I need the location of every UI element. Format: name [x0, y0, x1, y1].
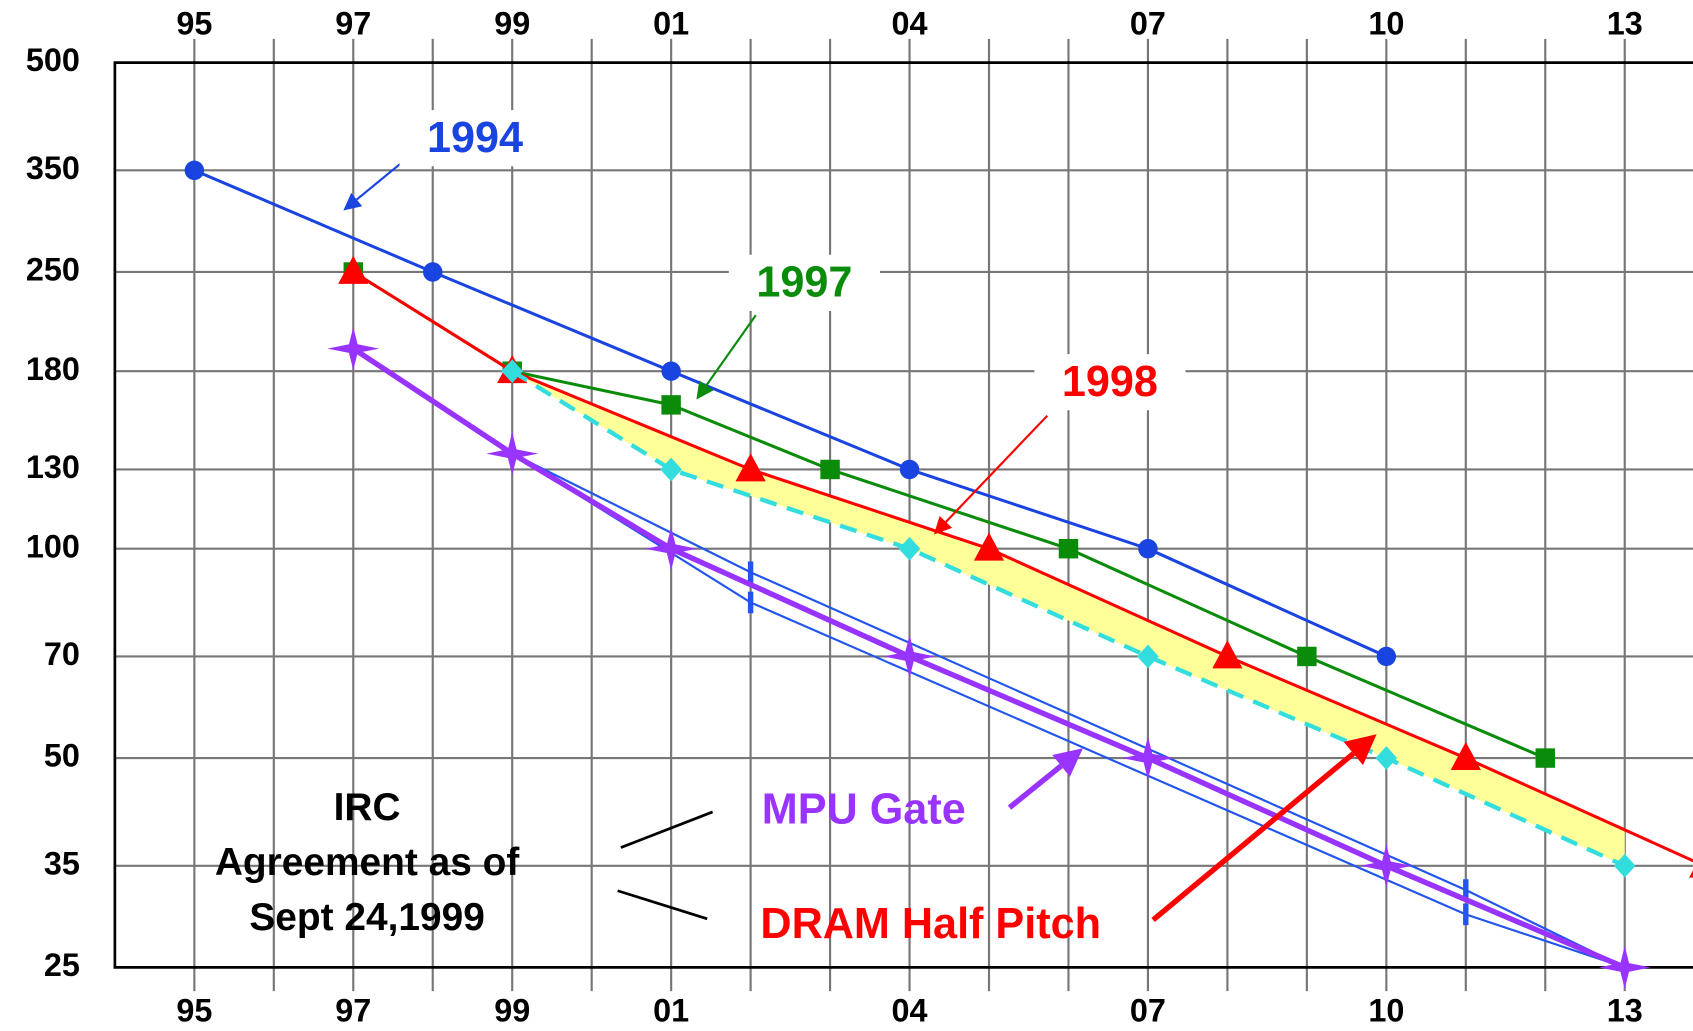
series-line: [352, 270, 1546, 760]
x-tick-label-top: 04: [892, 5, 928, 41]
marker: [747, 591, 754, 614]
series-label: 1997: [756, 258, 852, 306]
marker: [338, 255, 369, 284]
x-tick-label-bottom: 13: [1607, 992, 1643, 1028]
marker: [1689, 870, 1693, 878]
annotation: IRC: [334, 786, 401, 829]
marker: [1450, 741, 1481, 770]
marker: [899, 459, 920, 480]
marker: [1376, 646, 1397, 667]
annotation: Agreement as of: [215, 841, 521, 884]
marker: [486, 432, 539, 476]
band: [512, 371, 1625, 866]
marker: [1137, 644, 1159, 669]
y-tick-label: 100: [26, 528, 80, 564]
y-tick-label: 70: [44, 636, 80, 672]
arrow-shaft: [705, 314, 757, 386]
label-background: [728, 254, 880, 311]
marker: [1535, 748, 1555, 768]
marker: [973, 532, 1005, 561]
marker: [883, 634, 936, 679]
marker: [661, 395, 681, 415]
marker: [661, 361, 681, 381]
y-tick-label: 35: [44, 845, 80, 881]
y-tick-label: 180: [26, 351, 80, 387]
x-tick-label-top: 95: [176, 5, 212, 41]
x-tick-label-bottom: 97: [335, 992, 371, 1028]
x-tick-label-top: 07: [1130, 5, 1166, 41]
y-tick-label: 250: [26, 252, 80, 288]
pointer-line: [620, 810, 714, 849]
x-tick-label-bottom: 95: [176, 992, 212, 1028]
marker: [423, 262, 443, 282]
arrow-head: [1343, 734, 1377, 766]
label-background: [399, 110, 551, 167]
x-tick-label-top: 01: [653, 5, 689, 41]
arrow-shaft: [1151, 751, 1356, 922]
marker: [1212, 640, 1243, 669]
marker: [1613, 853, 1636, 878]
arrow-shaft: [945, 414, 1049, 523]
marker: [898, 536, 921, 561]
series-label: 1994: [427, 114, 523, 162]
series-label: 1998: [1062, 358, 1158, 406]
pointer-line: [617, 889, 708, 921]
marker: [735, 453, 766, 482]
series-label: MPU Gate: [762, 785, 966, 833]
marker: [645, 527, 698, 571]
plot-root: 500 350 250 180 130 100 70 50 35 25 95 95 97 97 99 99 01…: [26, 5, 1693, 1028]
series-line: [511, 452, 1626, 969]
marker: [1463, 903, 1469, 926]
annotation: DRAM Half Pitch: [760, 900, 1101, 948]
marker: [1138, 538, 1158, 559]
arrow-head: [933, 515, 953, 535]
x-tick-label-bottom: 10: [1368, 992, 1404, 1028]
arrow-head: [343, 192, 363, 211]
marker: [1297, 646, 1317, 667]
marker: [327, 326, 380, 371]
x-tick-label-top: 97: [335, 5, 371, 41]
marker: [184, 160, 205, 181]
annotation: Sept 24,1999: [249, 896, 484, 939]
x-tick-label-bottom: 01: [653, 992, 689, 1028]
x-tick-label-top: 99: [494, 5, 530, 41]
y-tick-label: 130: [26, 449, 80, 485]
series-line: [193, 168, 1387, 658]
marker: [660, 457, 682, 482]
marker: [1360, 844, 1413, 888]
marker: [501, 359, 524, 384]
label-background: [1034, 354, 1186, 411]
arrow-head: [1052, 748, 1083, 777]
x-tick-label-bottom: 99: [494, 992, 530, 1028]
marker: [820, 459, 840, 480]
y-tick-label: 350: [26, 150, 80, 186]
marker: [1122, 736, 1174, 780]
x-tick-label-bottom: 04: [892, 992, 928, 1028]
axis-frame: [113, 61, 1693, 969]
arrow-shaft: [1007, 763, 1063, 810]
arrow-head: [696, 380, 714, 400]
marker: [1598, 945, 1651, 990]
y-tick-label: 25: [44, 947, 80, 983]
y-tick-label: 500: [26, 42, 80, 78]
marker: [1058, 538, 1079, 559]
x-tick-label-top: 13: [1607, 5, 1643, 41]
x-tick-label-top: 10: [1368, 5, 1404, 41]
marker: [1463, 879, 1469, 901]
marker: [747, 561, 754, 584]
series-line: [511, 369, 1626, 868]
y-tick-label: 50: [44, 738, 80, 774]
x-tick-label-bottom: 07: [1130, 992, 1166, 1028]
